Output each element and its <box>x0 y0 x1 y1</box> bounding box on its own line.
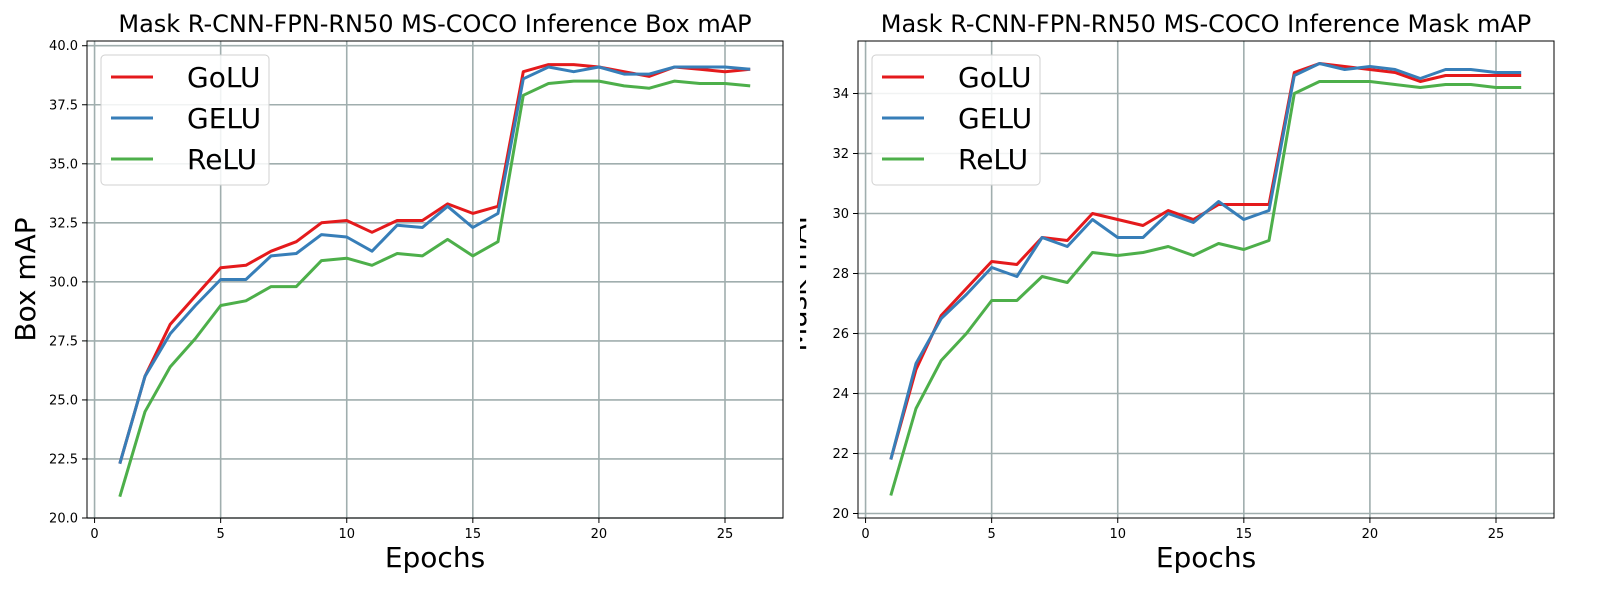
mask-axes-frame <box>857 40 1555 519</box>
x-tick-label: 15 <box>1236 527 1253 542</box>
x-tick-label: 0 <box>90 527 98 542</box>
mask-y-ticks: 20 22 24 26 28 30 32 34 <box>832 87 858 522</box>
x-tick-label: 25 <box>1488 527 1505 542</box>
y-tick-label: 20.0 <box>49 512 78 527</box>
x-tick-label: 20 <box>591 527 608 542</box>
box-x-axis-label: Epochs <box>385 541 485 574</box>
mask-series-line-gelu <box>889 62 1522 460</box>
y-tick-label: 32 <box>832 147 849 162</box>
x-tick-label: 25 <box>717 527 734 542</box>
y-tick-label: 22 <box>832 447 849 462</box>
mask-legend-box <box>871 54 1041 186</box>
mask-legend: GoLU GELU ReLU <box>871 54 1041 186</box>
y-tick-label: 32.5 <box>49 216 78 231</box>
mask-grid <box>858 41 1554 518</box>
box-chart-title: Mask R-CNN-FPN-RN50 MS-COCO Inference Bo… <box>118 10 751 38</box>
x-tick-label: 10 <box>1109 527 1126 542</box>
x-tick-label: 20 <box>1362 527 1379 542</box>
mask-series-line-relu <box>889 80 1522 496</box>
y-tick-label: 27.5 <box>49 334 78 349</box>
mask-y-axis-label: Mask mAP <box>800 207 813 351</box>
box-y-axis-label: Box mAP <box>9 217 42 341</box>
box-legend: GoLU GELU ReLU <box>100 54 270 186</box>
x-tick-label: 5 <box>217 527 225 542</box>
y-tick-label: 24 <box>832 387 849 402</box>
legend-label-gelu: GELU <box>958 102 1032 135</box>
x-tick-label: 0 <box>861 527 869 542</box>
mask-map-chart-svg: 0 5 10 15 20 25 20 22 24 26 28 30 32 34 Mask R-CNN-FPN… <box>800 10 1555 574</box>
y-tick-label: 30.0 <box>49 275 78 290</box>
mask-map-chart: 0 5 10 15 20 25 20 22 24 26 28 30 32 34 Mask R-CNN-FPN… <box>800 0 1600 600</box>
y-tick-label: 26 <box>832 327 849 342</box>
legend-label-relu: ReLU <box>958 143 1028 176</box>
y-tick-label: 40.0 <box>49 39 78 54</box>
y-tick-label: 22.5 <box>49 452 78 467</box>
legend-label-relu: ReLU <box>187 143 257 176</box>
mask-x-ticks: 0 5 10 15 20 25 <box>861 518 1504 542</box>
box-x-ticks: 0 5 10 15 20 25 <box>90 518 733 542</box>
y-tick-label: 28 <box>832 267 849 282</box>
box-legend-box <box>100 54 270 186</box>
mask-chart-title: Mask R-CNN-FPN-RN50 MS-COCO Inference Ma… <box>881 10 1531 38</box>
box-axes-frame <box>86 40 784 519</box>
legend-label-golu: GoLU <box>958 61 1032 94</box>
x-tick-label: 10 <box>338 527 355 542</box>
box-series-lines <box>118 63 751 498</box>
x-tick-label: 15 <box>465 527 482 542</box>
box-map-chart-svg: 0 5 10 15 20 25 20.0 22.5 25.0 27.5 30.0 32.5 35.0 37… <box>9 10 784 574</box>
box-y-ticks: 20.0 22.5 25.0 27.5 30.0 32.5 35.0 37.5 40.0 <box>49 39 87 527</box>
box-map-chart: 0 5 10 15 20 25 20.0 22.5 25.0 27.5 30.0 32.5 35.0 37… <box>9 10 784 574</box>
y-tick-label: 25.0 <box>49 393 78 408</box>
y-tick-label: 34 <box>832 87 849 102</box>
mask-x-axis-label: Epochs <box>1156 541 1256 574</box>
x-tick-label: 5 <box>988 527 996 542</box>
box-series-line-relu <box>118 79 751 498</box>
box-series-line-golu <box>118 63 751 465</box>
mask-series-lines <box>889 62 1522 496</box>
y-tick-label: 30 <box>832 207 849 222</box>
y-tick-label: 20 <box>832 507 849 522</box>
box-grid <box>87 41 783 519</box>
legend-label-gelu: GELU <box>187 102 261 135</box>
y-tick-label: 35.0 <box>49 157 78 172</box>
box-series-line-gelu <box>118 65 751 465</box>
y-tick-label: 37.5 <box>49 98 78 113</box>
legend-label-golu: GoLU <box>187 61 261 94</box>
